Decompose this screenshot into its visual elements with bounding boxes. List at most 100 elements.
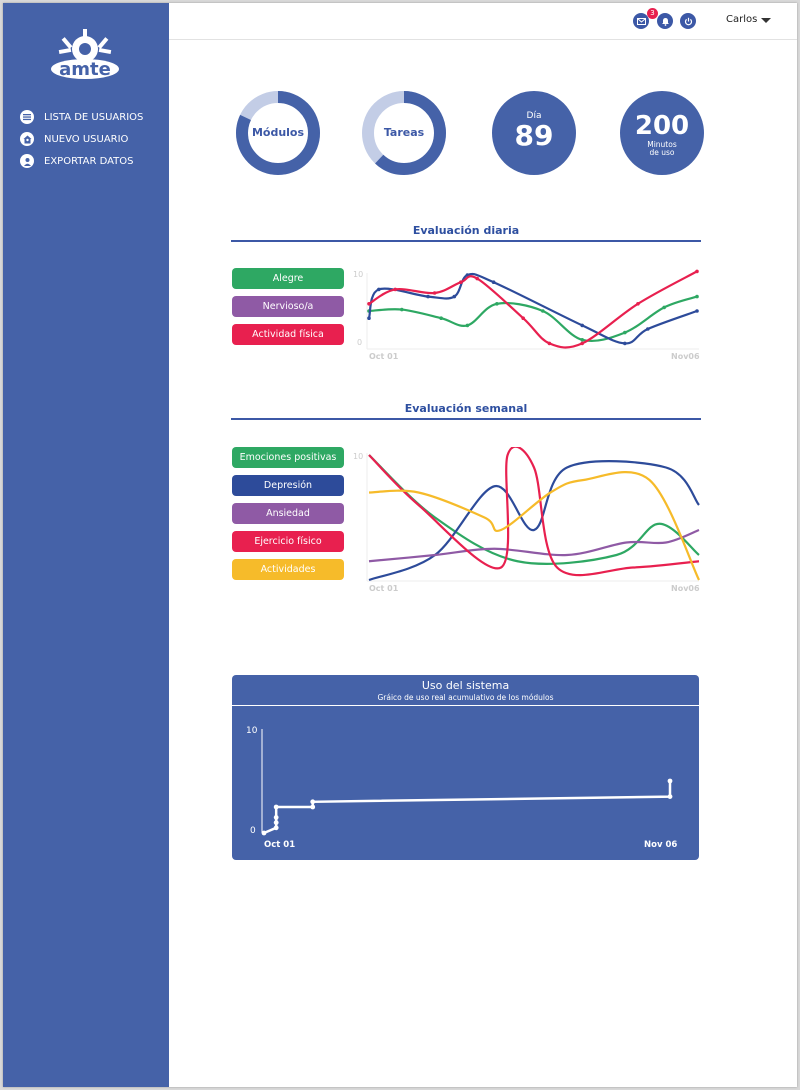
daily-title: Evaluación diaria [412, 224, 520, 237]
daily-point-0-2 [439, 316, 443, 320]
usage-point-5 [310, 804, 316, 810]
sidebar-item-exportar-datos[interactable]: EXPORTAR DATOS [20, 152, 134, 170]
amte-logo: amte [51, 29, 119, 80]
legend-ejercicio-fisico[interactable]: Ejercicio físico [232, 531, 344, 552]
daily-point-2-8 [636, 302, 640, 306]
daily-point-1-6 [580, 323, 584, 328]
top-bar [169, 3, 797, 40]
legend-actividades[interactable]: Actividades [232, 559, 344, 580]
app-window: amte LISTA DE USUARIOS NUEVO USUARIO EXP… [3, 3, 797, 1087]
usage-x-end: Nov 06 [644, 840, 677, 850]
weekly-line-chart: 10 Oct 01 Nov06 [353, 447, 700, 593]
daily-point-1-0 [367, 316, 371, 320]
usage-panel: Uso del sistema Gráico de uso real acumu… [232, 675, 699, 860]
minutos-label-line2: de uso [649, 148, 675, 157]
daily-point-1-1 [377, 287, 381, 292]
daily-point-0-6 [580, 338, 584, 342]
stat-dia: Día 89 [492, 91, 576, 175]
daily-series-0 [368, 295, 698, 343]
dia-value: 89 [514, 119, 554, 152]
daily-point-0-5 [541, 309, 545, 313]
usage-point-1 [273, 825, 279, 831]
daily-point-2-5 [521, 316, 525, 320]
daily-point-0-9 [695, 294, 699, 299]
usage-point-7 [667, 794, 673, 799]
daily-point-1-2 [426, 294, 430, 299]
weekly-series-3 [368, 447, 700, 577]
stat-modulos: Módulos [236, 91, 320, 175]
daily-point-2-7 [580, 341, 584, 346]
sidebar: amte LISTA DE USUARIOS NUEVO USUARIO EXP… [3, 3, 169, 1087]
daily-point-1-8 [646, 327, 650, 331]
minutos-label-line1: Minutos [647, 140, 677, 149]
usage-divider [232, 705, 699, 706]
mail-badge: 3 [647, 8, 658, 19]
daily-point-2-3 [459, 280, 463, 284]
weekly-series-2 [368, 528, 700, 563]
usage-point-6 [310, 799, 316, 805]
stat-minutos: 200 Minutos de uso [620, 91, 704, 175]
daily-point-2-4 [475, 276, 480, 281]
legend-actividad-fisica[interactable]: Actividad física [232, 324, 344, 345]
usage-point-3 [273, 815, 279, 820]
user-icon [20, 154, 34, 168]
sidebar-item-lista-usuarios[interactable]: LISTA DE USUARIOS [20, 108, 143, 126]
dia-label: Día [526, 111, 542, 121]
sidebar-item-nuevo-usuario[interactable]: NUEVO USUARIO [20, 130, 128, 148]
chevron-down-icon[interactable] [761, 18, 771, 23]
legend-ansiedad[interactable]: Ansiedad [232, 503, 344, 524]
daily-point-2-1 [393, 287, 398, 292]
weekly-divider [231, 418, 701, 420]
daily-point-2-6 [547, 341, 552, 346]
bell-icon[interactable] [657, 13, 673, 29]
user-name[interactable]: Carlos [726, 14, 758, 25]
tareas-donut [362, 91, 446, 175]
weekly-series-4 [368, 471, 700, 581]
modulos-label: Módulos [251, 126, 305, 139]
daily-divider [231, 240, 701, 242]
daily-point-1-7 [623, 341, 627, 346]
usage-point-2 [273, 820, 279, 825]
home-user-icon [20, 132, 34, 146]
logo-text: amte [59, 59, 111, 80]
daily-point-1-5 [491, 280, 496, 284]
usage-point-4 [273, 804, 279, 810]
tareas-label: Tareas [383, 126, 425, 139]
minutos-value: 200 [634, 111, 690, 141]
weekly-y-top: 10 [353, 452, 363, 461]
stat-tareas: Tareas [362, 91, 446, 175]
daily-point-1-9 [695, 309, 699, 313]
mail-icon[interactable] [633, 13, 649, 29]
daily-y-bottom: 0 [357, 338, 362, 347]
legend-depresion[interactable]: Depresión [232, 475, 344, 496]
power-icon[interactable] [680, 13, 696, 29]
daily-series-2 [368, 270, 698, 349]
usage-title: Uso del sistema [421, 679, 510, 692]
usage-series-line [263, 781, 672, 835]
modulos-progress-ring [236, 91, 320, 175]
daily-y-top: 10 [353, 270, 363, 279]
legend-nervioso[interactable]: Nervioso/a [232, 296, 344, 317]
daily-point-0-4 [495, 302, 499, 306]
legend-alegre[interactable]: Alegre [232, 268, 344, 289]
daily-line-chart: 10 0 Oct 01 Nov06 [353, 269, 700, 361]
daily-point-2-9 [695, 269, 699, 274]
weekly-series-0 [368, 454, 700, 565]
daily-point-1-3 [452, 294, 457, 299]
usage-subtitle: Gráico de uso real acumulativo de los mó… [377, 693, 554, 702]
usage-point-8 [667, 778, 673, 784]
daily-point-2-2 [432, 291, 437, 295]
daily-point-0-8 [662, 305, 666, 310]
daily-point-2-0 [367, 302, 371, 306]
tareas-progress-ring [362, 91, 446, 175]
weekly-title: Evaluación semanal [404, 402, 528, 415]
weekly-x-end: Nov06 [671, 584, 700, 593]
legend-emociones-positivas[interactable]: Emociones positivas [232, 447, 344, 468]
sidebar-item-label: EXPORTAR DATOS [44, 155, 134, 167]
weekly-x-start: Oct 01 [369, 584, 399, 593]
sidebar-item-label: LISTA DE USUARIOS [44, 111, 144, 123]
usage-line-chart: 10 0 Oct 01 Nov 06 [246, 726, 677, 850]
usage-point-0 [261, 830, 267, 836]
usage-y-top: 10 [246, 726, 258, 736]
daily-x-start: Oct 01 [369, 352, 399, 361]
